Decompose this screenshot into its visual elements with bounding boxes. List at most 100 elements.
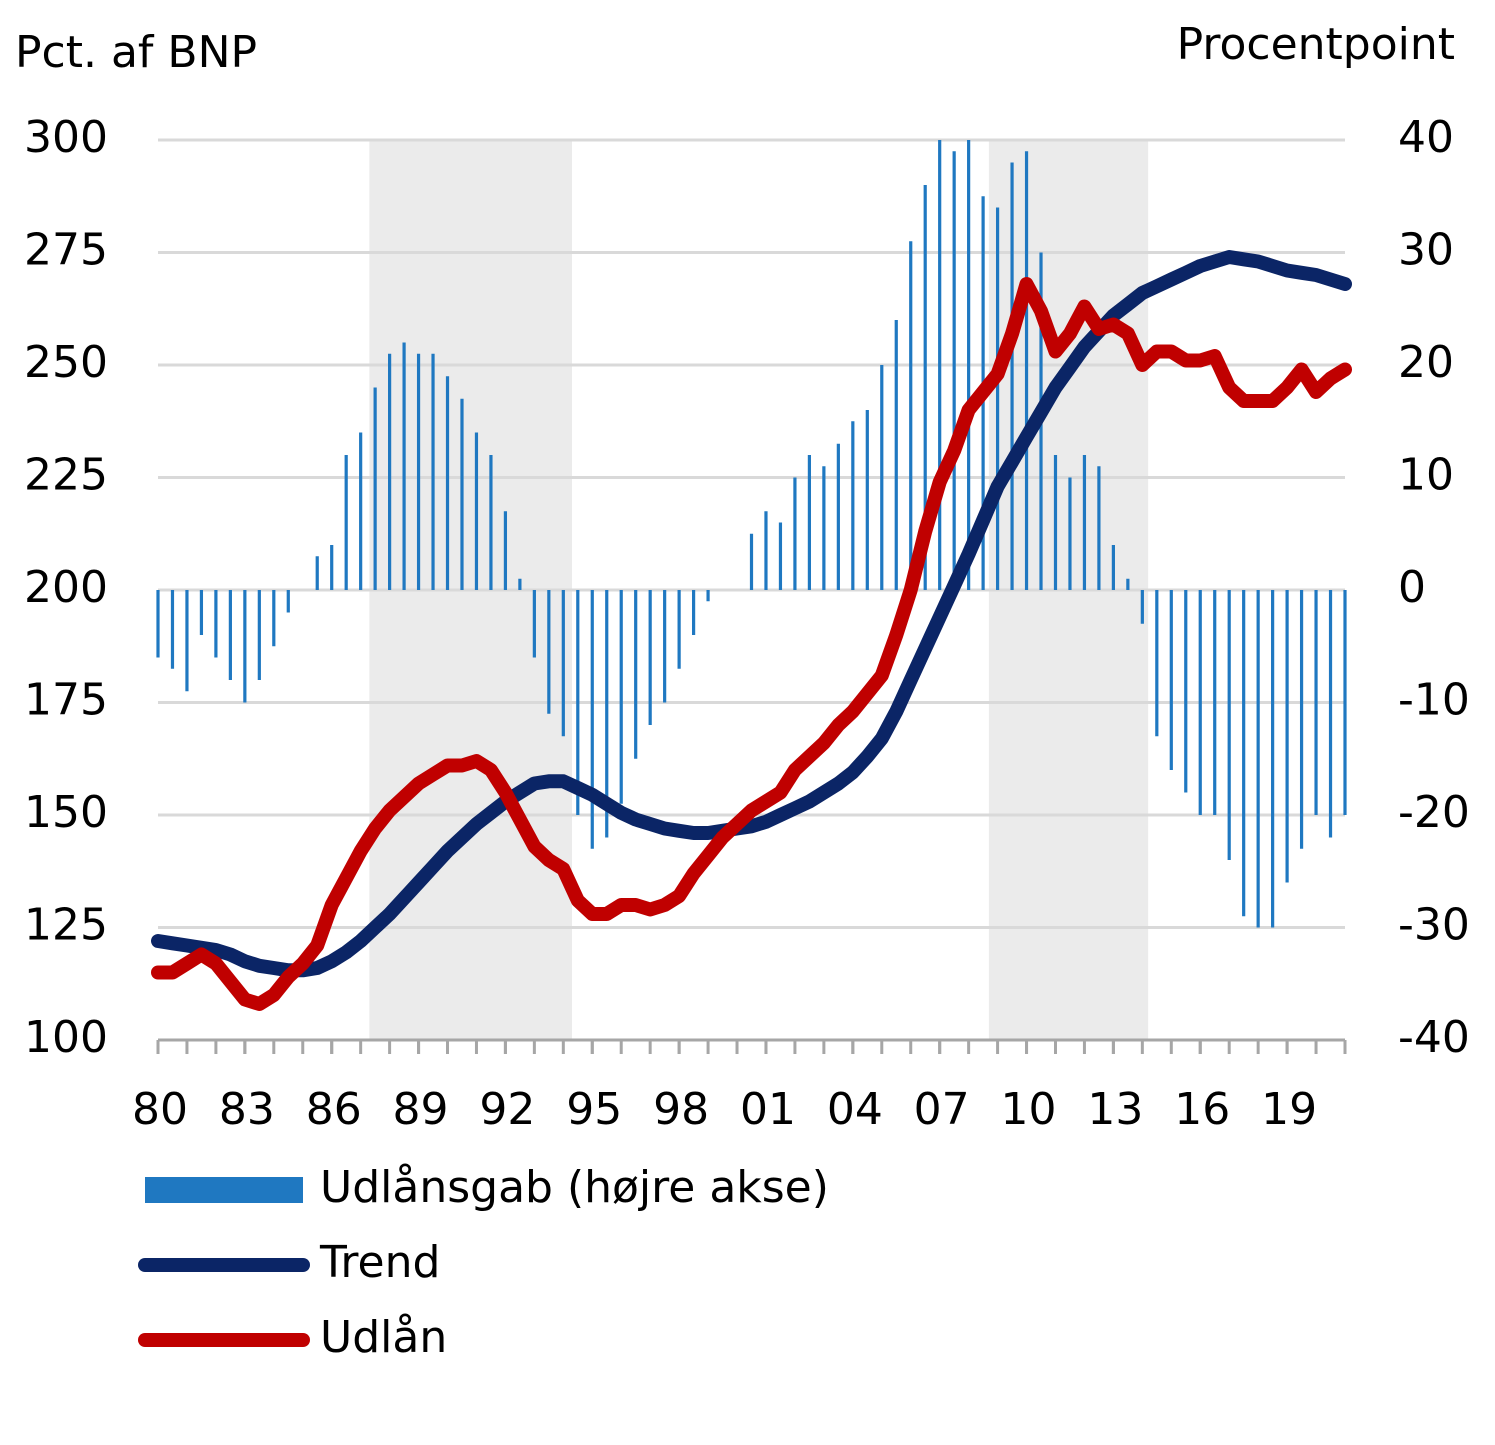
y2-axis-title: Procentpoint bbox=[1177, 19, 1455, 70]
legend-swatch bbox=[145, 1177, 303, 1203]
bar bbox=[503, 511, 508, 590]
bar bbox=[778, 522, 783, 590]
bar bbox=[923, 185, 927, 590]
x-tick-label: 89 bbox=[393, 1084, 449, 1135]
bar bbox=[1140, 590, 1144, 624]
bar bbox=[793, 477, 797, 590]
bar bbox=[373, 387, 377, 590]
x-tick-label: 80 bbox=[132, 1084, 188, 1135]
x-tick-label: 01 bbox=[740, 1084, 796, 1135]
bar bbox=[807, 455, 812, 590]
bar bbox=[228, 590, 232, 680]
bar bbox=[257, 590, 261, 680]
x-tick-label: 13 bbox=[1087, 1084, 1143, 1135]
bar bbox=[677, 590, 681, 669]
bar bbox=[214, 590, 218, 658]
bar bbox=[1314, 590, 1318, 815]
bar bbox=[489, 455, 493, 590]
y2-tick-label: 10 bbox=[1398, 450, 1454, 501]
bar bbox=[561, 590, 565, 737]
line bbox=[151, 250, 1352, 978]
bar bbox=[1082, 455, 1087, 590]
bar bbox=[764, 511, 768, 590]
line bbox=[151, 277, 1352, 1011]
bar bbox=[170, 590, 175, 669]
y-tick-label: 125 bbox=[24, 900, 108, 951]
bar bbox=[445, 376, 450, 590]
bar bbox=[1285, 590, 1289, 883]
bar bbox=[663, 590, 667, 703]
x-tick-label: 04 bbox=[827, 1084, 883, 1135]
bar bbox=[836, 443, 840, 590]
x-tick-label: 19 bbox=[1261, 1084, 1317, 1135]
y-tick-label: 200 bbox=[24, 562, 108, 613]
y2-tick-label: 20 bbox=[1398, 337, 1454, 388]
bar bbox=[1227, 590, 1231, 860]
x-tick-label: 16 bbox=[1174, 1084, 1230, 1135]
bar bbox=[330, 545, 334, 590]
y-tick-label: 275 bbox=[24, 225, 108, 276]
bar bbox=[1053, 455, 1058, 590]
bar bbox=[1328, 590, 1333, 838]
x-tick-label: 98 bbox=[653, 1084, 709, 1135]
bar bbox=[1024, 151, 1029, 590]
bar bbox=[605, 590, 609, 838]
bar bbox=[474, 432, 479, 590]
y2-tick-label: 0 bbox=[1398, 562, 1426, 613]
bar bbox=[518, 578, 522, 590]
y-tick-label: 175 bbox=[24, 675, 108, 726]
bar bbox=[706, 590, 710, 602]
bar bbox=[995, 207, 1000, 590]
bar bbox=[388, 353, 392, 590]
bar bbox=[576, 590, 580, 815]
y-axis-title: Pct. af BNP bbox=[15, 27, 257, 78]
bar bbox=[880, 365, 884, 590]
bar bbox=[1271, 590, 1275, 928]
bar bbox=[1068, 477, 1072, 590]
bar bbox=[634, 590, 638, 759]
bar bbox=[286, 590, 290, 613]
y2-tick-label: -20 bbox=[1398, 787, 1470, 838]
bar bbox=[938, 140, 942, 590]
y-tick-label: 100 bbox=[24, 1012, 108, 1063]
bar bbox=[416, 353, 421, 590]
bar bbox=[967, 140, 971, 590]
y2-tick-label: -40 bbox=[1398, 1012, 1470, 1063]
bar bbox=[1184, 590, 1188, 793]
bar bbox=[1198, 590, 1202, 815]
bar bbox=[648, 590, 652, 725]
bar bbox=[156, 590, 160, 658]
bar bbox=[851, 421, 855, 590]
x-tick-label: 95 bbox=[566, 1084, 622, 1135]
bar bbox=[272, 590, 276, 647]
bar bbox=[1169, 590, 1173, 770]
bar bbox=[532, 590, 536, 658]
bar bbox=[865, 410, 869, 590]
bar bbox=[1155, 590, 1159, 737]
y2-tick-label: 30 bbox=[1398, 225, 1454, 276]
bar bbox=[952, 151, 956, 590]
bar bbox=[749, 533, 754, 590]
bar bbox=[1299, 590, 1304, 849]
bar bbox=[431, 353, 435, 590]
bar bbox=[822, 466, 826, 590]
y-tick-label: 150 bbox=[24, 787, 108, 838]
legend-label: Trend bbox=[319, 1237, 440, 1288]
bar bbox=[402, 342, 406, 590]
y2-tick-label: 40 bbox=[1398, 112, 1454, 163]
legend-label: Udlån bbox=[320, 1312, 447, 1363]
y-tick-label: 250 bbox=[24, 337, 108, 388]
x-tick-label: 92 bbox=[479, 1084, 535, 1135]
x-tick-label: 10 bbox=[1001, 1084, 1057, 1135]
x-tick-label: 07 bbox=[914, 1084, 970, 1135]
y2-tick-label: -30 bbox=[1398, 900, 1470, 951]
bar bbox=[691, 590, 696, 635]
y-tick-label: 300 bbox=[24, 112, 108, 163]
x-tick-label: 83 bbox=[219, 1084, 275, 1135]
x-tick-label: 86 bbox=[306, 1084, 362, 1135]
bar bbox=[547, 590, 551, 714]
bar bbox=[199, 590, 204, 635]
bar bbox=[1126, 578, 1130, 590]
bar bbox=[619, 590, 623, 804]
